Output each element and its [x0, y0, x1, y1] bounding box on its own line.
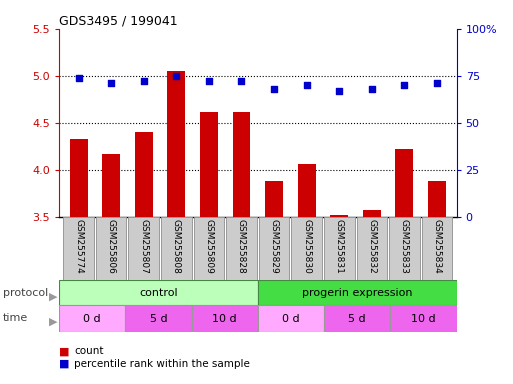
- Bar: [291, 217, 322, 280]
- Point: [140, 78, 148, 84]
- Point: [368, 86, 376, 92]
- Text: GSM255830: GSM255830: [302, 219, 311, 274]
- Text: GSM255808: GSM255808: [172, 219, 181, 274]
- Bar: [324, 217, 354, 280]
- Bar: [265, 181, 283, 384]
- Text: GSM255829: GSM255829: [269, 219, 279, 274]
- Bar: [422, 217, 452, 280]
- Bar: [259, 217, 289, 280]
- Bar: [324, 305, 390, 332]
- Text: percentile rank within the sample: percentile rank within the sample: [74, 359, 250, 369]
- Text: GSM255833: GSM255833: [400, 219, 409, 274]
- Bar: [167, 71, 185, 384]
- Bar: [226, 217, 257, 280]
- Bar: [59, 280, 258, 305]
- Bar: [390, 305, 457, 332]
- Point: [335, 88, 343, 94]
- Point: [270, 86, 278, 92]
- Text: control: control: [139, 288, 177, 298]
- Bar: [102, 154, 120, 384]
- Bar: [70, 139, 88, 384]
- Point: [172, 73, 181, 79]
- Text: GSM255832: GSM255832: [367, 219, 377, 274]
- Bar: [330, 215, 348, 384]
- Text: 5 d: 5 d: [150, 314, 167, 324]
- Point: [238, 78, 246, 84]
- Text: 10 d: 10 d: [212, 314, 237, 324]
- Bar: [128, 217, 159, 280]
- Bar: [298, 164, 315, 384]
- Text: GSM255774: GSM255774: [74, 219, 83, 274]
- Text: ▶: ▶: [49, 317, 57, 327]
- Bar: [428, 181, 446, 384]
- Bar: [135, 132, 153, 384]
- Point: [303, 82, 311, 88]
- Bar: [191, 305, 258, 332]
- Bar: [200, 112, 218, 384]
- Point: [433, 80, 441, 86]
- Bar: [59, 305, 125, 332]
- Bar: [258, 280, 457, 305]
- Text: 0 d: 0 d: [83, 314, 101, 324]
- Bar: [193, 217, 224, 280]
- Text: 10 d: 10 d: [411, 314, 436, 324]
- Point: [400, 82, 408, 88]
- Bar: [396, 149, 413, 384]
- Text: GSM255809: GSM255809: [204, 219, 213, 274]
- Text: GDS3495 / 199041: GDS3495 / 199041: [59, 15, 177, 28]
- Text: 5 d: 5 d: [348, 314, 366, 324]
- Text: progerin expression: progerin expression: [302, 288, 412, 298]
- Text: protocol: protocol: [3, 288, 48, 298]
- Text: ▶: ▶: [49, 291, 57, 301]
- Bar: [357, 217, 387, 280]
- Text: GSM255831: GSM255831: [335, 219, 344, 274]
- Bar: [363, 210, 381, 384]
- Text: ■: ■: [59, 346, 69, 356]
- Bar: [389, 217, 420, 280]
- Bar: [161, 217, 192, 280]
- Bar: [258, 305, 324, 332]
- Text: GSM255828: GSM255828: [237, 219, 246, 274]
- Text: GSM255806: GSM255806: [107, 219, 115, 274]
- Text: GSM255834: GSM255834: [432, 219, 442, 274]
- Bar: [96, 217, 126, 280]
- Point: [205, 78, 213, 84]
- Text: 0 d: 0 d: [282, 314, 300, 324]
- Point: [74, 74, 83, 81]
- Text: count: count: [74, 346, 104, 356]
- Bar: [125, 305, 191, 332]
- Text: time: time: [3, 313, 28, 323]
- Text: GSM255807: GSM255807: [139, 219, 148, 274]
- Text: ■: ■: [59, 359, 69, 369]
- Point: [107, 80, 115, 86]
- Bar: [63, 217, 94, 280]
- Bar: [232, 112, 250, 384]
